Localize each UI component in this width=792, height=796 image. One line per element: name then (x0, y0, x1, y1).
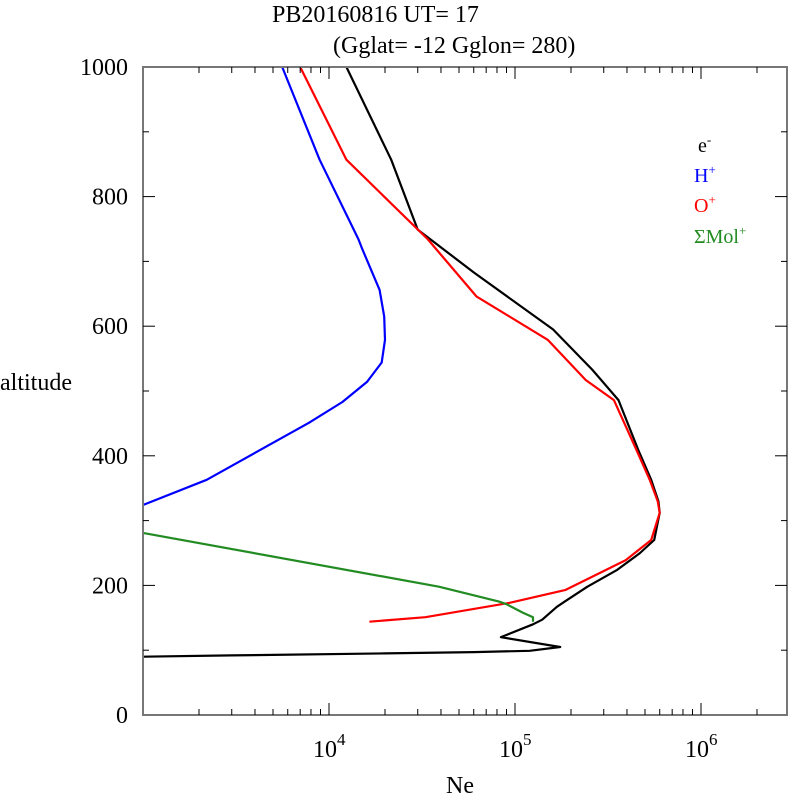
x-tick-label: 10 (499, 737, 523, 763)
y-tick-label: 200 (92, 573, 128, 599)
plot-frame (142, 66, 788, 716)
series-line-3 (142, 531, 535, 622)
legend-label: O (694, 195, 708, 217)
y-tick-label: 0 (116, 703, 128, 729)
x-tick-label-exponent: 4 (337, 730, 346, 749)
y-axis-label: altitude (0, 370, 72, 396)
legend-label: ΣMol (694, 226, 739, 248)
legend-entry-1: H+ (694, 162, 716, 187)
x-tick-label: 10 (685, 737, 709, 763)
x-axis-label: Ne (446, 773, 474, 796)
y-tick-label: 600 (92, 314, 128, 340)
series-line-1 (142, 66, 387, 507)
plot-lines (142, 66, 661, 658)
legend-label-superscript: + (708, 192, 715, 207)
legend-label-superscript: - (707, 132, 711, 147)
series-line-0 (142, 66, 661, 658)
x-tick-label-exponent: 5 (523, 730, 532, 749)
legend: e-H+O+ΣMol+ (694, 132, 746, 248)
x-tick-label: 10 (313, 737, 337, 763)
y-tick-label: 800 (92, 185, 128, 211)
chart-title: PB20160816 UT= 17 (272, 2, 479, 28)
legend-label-superscript: + (708, 162, 715, 177)
series-line-2 (299, 66, 661, 623)
legend-entry-3: ΣMol+ (694, 223, 746, 248)
axis-ticks (143, 67, 787, 715)
legend-label: H (694, 165, 708, 187)
y-tick-label: 1000 (80, 55, 128, 81)
legend-label: e (698, 135, 707, 157)
legend-entry-0: e- (698, 132, 711, 157)
x-tick-label-exponent: 6 (709, 730, 718, 749)
y-tick-label: 400 (92, 444, 128, 470)
legend-label-superscript: + (739, 223, 746, 238)
chart-subtitle: (Gglat= -12 Gglon= 280) (333, 33, 575, 59)
legend-entry-2: O+ (694, 192, 716, 217)
